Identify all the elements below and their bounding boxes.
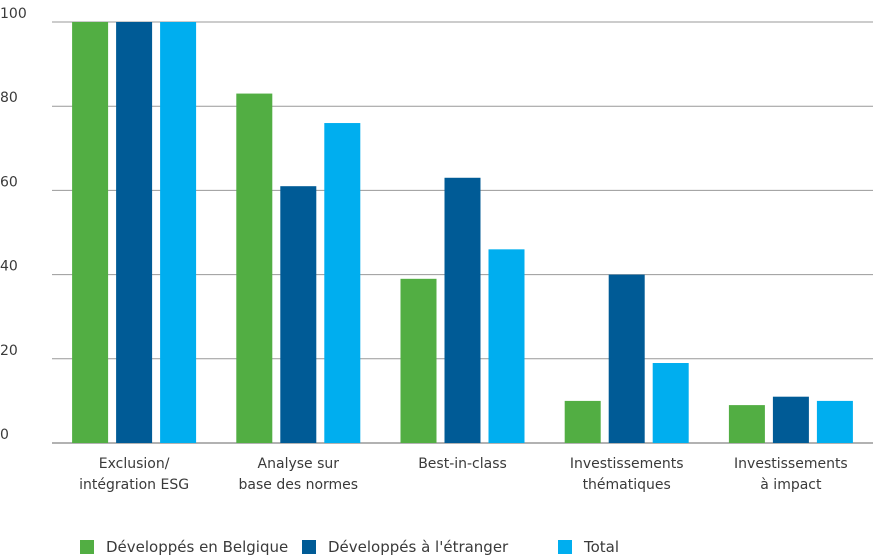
bar (116, 22, 153, 443)
legend-label: Développés en Belgique (106, 538, 289, 556)
legend-swatch (80, 540, 94, 554)
bar (280, 186, 317, 443)
x-tick-label: Investissements thématiques (569, 456, 684, 493)
y-tick-label: 20 (0, 343, 18, 359)
legend-swatch (558, 540, 572, 554)
bar (608, 274, 645, 443)
bar (444, 177, 481, 443)
bar (160, 22, 197, 443)
legend-item: Développés à l'étranger (302, 538, 508, 556)
y-tick-label: 40 (0, 259, 18, 275)
y-tick-label: 100 (0, 6, 27, 22)
x-tick-label: Investissements à impact (734, 456, 848, 493)
bar (772, 396, 809, 443)
bar (564, 400, 601, 443)
legend-label: Total (584, 538, 620, 556)
legend-item: Total (558, 538, 619, 556)
bar (72, 22, 109, 443)
y-tick-label: 60 (0, 174, 18, 190)
bar (652, 363, 689, 443)
bar (400, 278, 437, 443)
y-tick-label: 0 (0, 427, 9, 443)
bar (728, 405, 765, 443)
legend-label: Développés à l'étranger (328, 538, 509, 556)
bar (488, 249, 525, 443)
legend-swatch (302, 540, 316, 554)
bar (236, 93, 273, 443)
y-tick-label: 80 (0, 90, 18, 106)
x-tick-label: Analyse sur base des normes (238, 456, 359, 493)
bar (324, 123, 361, 443)
bar (816, 400, 853, 443)
x-tick-label: Best-in-class (418, 456, 507, 472)
legend-item: Développés en Belgique (80, 538, 288, 556)
x-tick-label: Exclusion/ intégration ESG (79, 456, 190, 493)
